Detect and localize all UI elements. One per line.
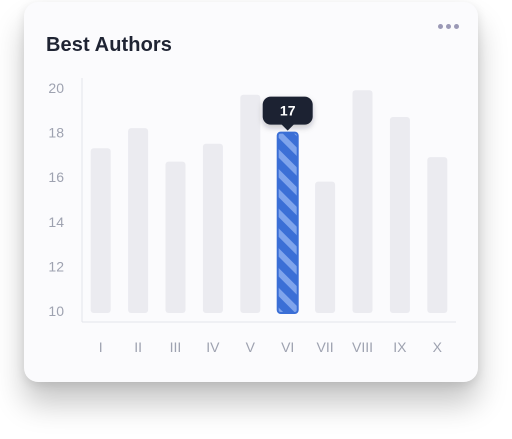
bar[interactable] xyxy=(427,157,448,313)
x-tick-label: I xyxy=(99,339,103,355)
x-tick-label: III xyxy=(170,339,182,355)
bar[interactable] xyxy=(90,148,111,313)
x-axis-labels: I II III IV V VI VII VIII IX X xyxy=(99,339,443,355)
y-axis-labels: 10 12 14 16 18 20 xyxy=(48,80,64,319)
menu-dot xyxy=(453,23,459,29)
x-tick-label: V xyxy=(246,339,256,355)
menu-dot xyxy=(437,23,443,29)
card-title: Best Authors xyxy=(46,34,173,56)
y-tick-label: 18 xyxy=(48,125,64,141)
x-tick-label: VII xyxy=(317,339,334,355)
x-tick-label: X xyxy=(433,339,443,355)
bar[interactable] xyxy=(352,90,373,313)
tooltip-value: 17 xyxy=(280,103,296,119)
y-tick-label: 20 xyxy=(48,80,64,96)
bar-highlighted[interactable] xyxy=(276,131,299,314)
best-authors-card: Best Authors 10 12 14 16 18 20 I II III IV V VI VII… xyxy=(24,2,478,382)
bar[interactable] xyxy=(240,94,261,313)
x-tick-label: VIII xyxy=(352,339,373,355)
y-tick-label: 12 xyxy=(48,258,64,274)
x-tick-label: VI xyxy=(281,339,294,355)
x-tick-label: IV xyxy=(206,339,220,355)
bar[interactable] xyxy=(165,161,186,313)
x-tick-label: II xyxy=(134,339,142,355)
bar[interactable] xyxy=(389,116,410,314)
x-tick-label: IX xyxy=(393,339,407,355)
bar[interactable] xyxy=(315,181,336,313)
y-tick-label: 10 xyxy=(48,303,64,319)
bar[interactable] xyxy=(128,128,149,313)
bars-group xyxy=(90,90,448,314)
tooltip-box xyxy=(262,96,313,125)
y-tick-label: 16 xyxy=(48,169,64,185)
menu-dot xyxy=(445,23,451,29)
bar[interactable] xyxy=(202,143,223,313)
tooltip: 17 xyxy=(262,96,313,131)
more-horizontal-icon[interactable] xyxy=(436,20,460,32)
y-tick-label: 14 xyxy=(48,214,64,230)
tooltip-pointer xyxy=(280,123,295,131)
